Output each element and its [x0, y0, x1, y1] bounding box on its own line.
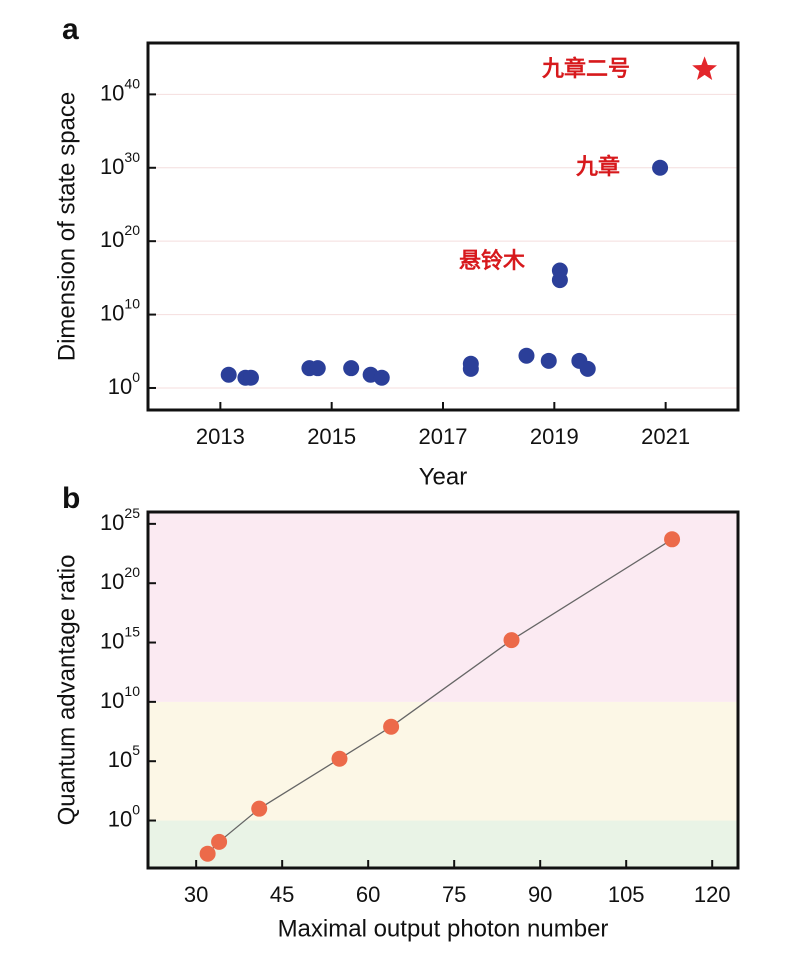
- x-axis-title: Year: [419, 463, 468, 490]
- y-tick-label: 1030: [100, 148, 140, 178]
- x-tick-label: 2015: [307, 424, 356, 449]
- data-point: [199, 845, 216, 862]
- x-tick-label: 30: [184, 882, 208, 907]
- x-tick-label: 75: [442, 882, 466, 907]
- x-tick-label: 2021: [641, 424, 690, 449]
- data-point: [251, 800, 268, 817]
- panel-label: b: [62, 482, 80, 515]
- x-tick-label: 2017: [419, 424, 468, 449]
- data-point: [242, 369, 259, 386]
- data-point: [579, 360, 596, 377]
- data-point: [309, 360, 326, 377]
- data-point: [551, 272, 568, 289]
- plot-frame: [146, 41, 740, 412]
- annotation: 九章: [575, 154, 620, 179]
- y-axis-title: Quantum advantage ratio: [53, 555, 80, 826]
- y-tick-label: 1020: [100, 222, 140, 252]
- data-point: [664, 531, 681, 548]
- data-point: [331, 750, 348, 767]
- data-point: [220, 366, 237, 383]
- x-axis-title: Maximal output photon number: [278, 915, 609, 942]
- data-point: [518, 347, 535, 364]
- y-tick-label: 1025: [100, 505, 140, 535]
- data-point: [373, 369, 390, 386]
- data-point: [462, 360, 479, 377]
- y-tick-label: 1010: [100, 295, 140, 325]
- region: [148, 820, 738, 868]
- x-tick-label: 90: [528, 882, 552, 907]
- y-axis-title: Dimension of state space: [53, 92, 80, 361]
- data-point: [503, 632, 520, 649]
- data-point: [383, 718, 400, 735]
- x-tick-label: 105: [608, 882, 645, 907]
- region: [148, 701, 738, 821]
- highlight-star: [692, 56, 717, 80]
- panel-label: a: [62, 13, 79, 46]
- data-point: [540, 352, 557, 369]
- y-tick-label: 105: [108, 742, 140, 772]
- region: [148, 512, 738, 702]
- x-tick-label: 60: [356, 882, 380, 907]
- x-tick-label: 2013: [196, 424, 245, 449]
- data-point: [343, 360, 360, 377]
- x-tick-label: 2019: [530, 424, 579, 449]
- y-tick-label: 1015: [100, 623, 140, 653]
- x-tick-label: 45: [270, 882, 294, 907]
- y-tick-label: 1020: [100, 564, 140, 594]
- x-tick-label: 120: [694, 882, 731, 907]
- plot-frame: [146, 510, 740, 870]
- y-tick-label: 1040: [100, 75, 140, 105]
- y-tick-label: 100: [108, 369, 140, 399]
- y-tick-label: 100: [108, 801, 140, 831]
- annotation: 九章二号: [541, 56, 630, 81]
- data-point: [211, 833, 228, 850]
- data-point: [652, 159, 669, 176]
- annotation: 悬铃木: [459, 248, 526, 273]
- y-tick-label: 1010: [100, 683, 140, 713]
